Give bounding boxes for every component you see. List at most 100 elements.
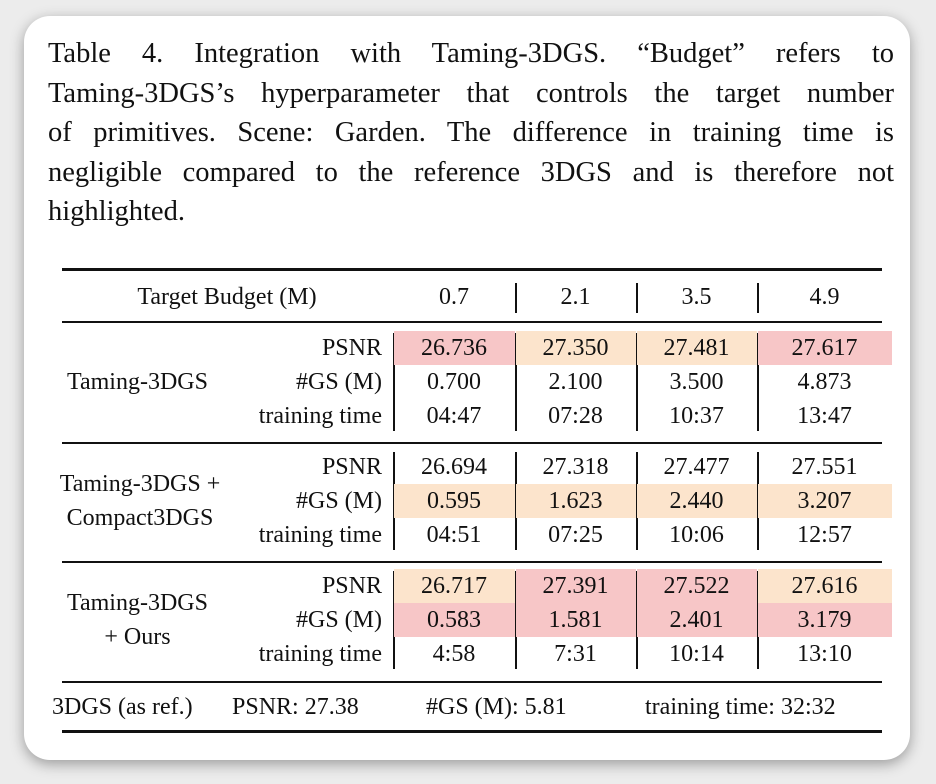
table-cell: 4.873 bbox=[797, 369, 852, 395]
table-cell: 26.736 bbox=[421, 335, 487, 361]
method-name: Taming-3DGS + Compact3DGS bbox=[40, 467, 240, 535]
table-cell: 3.207 bbox=[797, 488, 852, 514]
table-cell: 0.583 bbox=[427, 607, 481, 633]
table-cell: 27.350 bbox=[542, 335, 609, 361]
table-cell: 10:14 bbox=[669, 641, 724, 667]
budget-header: 2.1 bbox=[560, 284, 591, 310]
reference-label: 3DGS (as ref.) bbox=[52, 694, 193, 720]
table-cell: 27.481 bbox=[663, 335, 730, 361]
second-highlight bbox=[516, 331, 636, 365]
table-cell: 27.318 bbox=[542, 454, 609, 480]
table-cell: 07:28 bbox=[548, 403, 603, 429]
table-cell: 2.100 bbox=[548, 369, 603, 395]
second-highlight bbox=[637, 484, 757, 518]
column-divider bbox=[757, 571, 759, 669]
table-cell: 27.617 bbox=[791, 335, 858, 361]
column-divider bbox=[393, 333, 395, 431]
best-highlight bbox=[516, 603, 636, 637]
best-highlight bbox=[637, 569, 757, 603]
table-cell: 3.500 bbox=[669, 369, 724, 395]
best-highlight bbox=[637, 603, 757, 637]
method-name-line: Compact3DGS bbox=[66, 505, 214, 531]
second-highlight bbox=[758, 569, 892, 603]
table-cell: 27.616 bbox=[791, 573, 858, 599]
caption-line: Taming-3DGS’s hyperparameter that contro… bbox=[48, 77, 894, 109]
best-highlight bbox=[758, 603, 892, 637]
reference-gs: #GS (M): 5.81 bbox=[426, 694, 567, 720]
header-label: Target Budget (M) bbox=[137, 284, 317, 310]
caption-line: Table 4. Integration with Taming-3DGS. “… bbox=[48, 38, 894, 69]
table-cell: 27.391 bbox=[542, 573, 609, 599]
budget-header: 4.9 bbox=[809, 284, 840, 310]
bottom-rule bbox=[62, 730, 882, 733]
table-cell: 7:31 bbox=[554, 641, 597, 667]
method-name: Taming-3DGS + Ours bbox=[50, 586, 225, 654]
table-cell: 0.595 bbox=[427, 488, 481, 514]
best-highlight bbox=[758, 331, 892, 365]
metric-label: training time bbox=[258, 641, 382, 667]
budget-header: 3.5 bbox=[681, 284, 712, 310]
column-divider bbox=[636, 452, 638, 550]
best-highlight bbox=[394, 603, 515, 637]
column-divider bbox=[515, 571, 517, 669]
method-name-line: Taming-3DGS bbox=[67, 369, 208, 395]
table-cell: 27.477 bbox=[663, 454, 730, 480]
table-cell: 04:47 bbox=[426, 403, 482, 429]
metric-label: #GS (M) bbox=[295, 607, 382, 633]
table-cell: 1.581 bbox=[548, 607, 603, 633]
table-cell: 26.717 bbox=[421, 573, 487, 599]
method-name-line: Taming-3DGS + bbox=[59, 471, 221, 497]
top-rule bbox=[62, 268, 882, 271]
table-cell: 13:47 bbox=[797, 403, 852, 429]
table-cell: 27.522 bbox=[663, 573, 730, 599]
metric-label: #GS (M) bbox=[295, 369, 382, 395]
column-divider bbox=[393, 452, 395, 550]
group-rule bbox=[62, 442, 882, 444]
table-cell: 04:51 bbox=[426, 522, 482, 548]
column-divider bbox=[636, 571, 638, 669]
column-divider bbox=[636, 333, 638, 431]
column-divider bbox=[393, 571, 395, 669]
column-divider bbox=[515, 333, 517, 431]
metric-label: #GS (M) bbox=[295, 488, 382, 514]
method-name-line: + Ours bbox=[104, 624, 171, 650]
caption-line: highlighted. bbox=[48, 196, 185, 227]
method-name-line: Taming-3DGS bbox=[67, 590, 208, 616]
reference-time: training time: 32:32 bbox=[645, 694, 836, 720]
table-cell: 10:06 bbox=[669, 522, 724, 548]
table-cell: 2.401 bbox=[669, 607, 724, 633]
table-cell: 0.700 bbox=[427, 369, 481, 395]
second-highlight bbox=[758, 484, 892, 518]
column-divider bbox=[515, 452, 517, 550]
table-cell: 4:58 bbox=[432, 641, 476, 667]
table-cell: 2.440 bbox=[669, 488, 724, 514]
metric-label: training time bbox=[258, 403, 382, 429]
table-cell: 1.623 bbox=[548, 488, 603, 514]
metric-label: PSNR bbox=[321, 335, 382, 361]
metric-label: PSNR bbox=[321, 454, 382, 480]
reference-psnr: PSNR: 27.38 bbox=[232, 694, 359, 720]
caption-line: negligible compared to the reference 3DG… bbox=[48, 156, 894, 188]
budget-header: 0.7 bbox=[439, 284, 469, 310]
group-rule bbox=[62, 561, 882, 563]
column-divider bbox=[757, 283, 759, 313]
table-cell: 12:57 bbox=[797, 522, 852, 548]
best-highlight bbox=[394, 331, 515, 365]
second-highlight bbox=[394, 569, 515, 603]
table-caption: Table 4. Integration with Taming-3DGS. “… bbox=[48, 34, 894, 232]
second-highlight bbox=[516, 484, 636, 518]
caption-line: of primitives. Scene: Garden. The differ… bbox=[48, 117, 894, 148]
method-name: Taming-3DGS bbox=[50, 365, 225, 399]
table-cell: 27.551 bbox=[791, 454, 858, 480]
second-highlight bbox=[394, 484, 515, 518]
footer-rule bbox=[62, 681, 882, 683]
best-highlight bbox=[516, 569, 636, 603]
column-divider bbox=[757, 452, 759, 550]
table-cell: 3.179 bbox=[797, 607, 852, 633]
column-divider bbox=[515, 283, 517, 313]
metric-label: training time bbox=[258, 522, 382, 548]
column-divider bbox=[757, 333, 759, 431]
header-rule bbox=[62, 321, 882, 323]
table-cell: 07:25 bbox=[548, 522, 603, 548]
table-cell: 26.694 bbox=[421, 454, 487, 480]
